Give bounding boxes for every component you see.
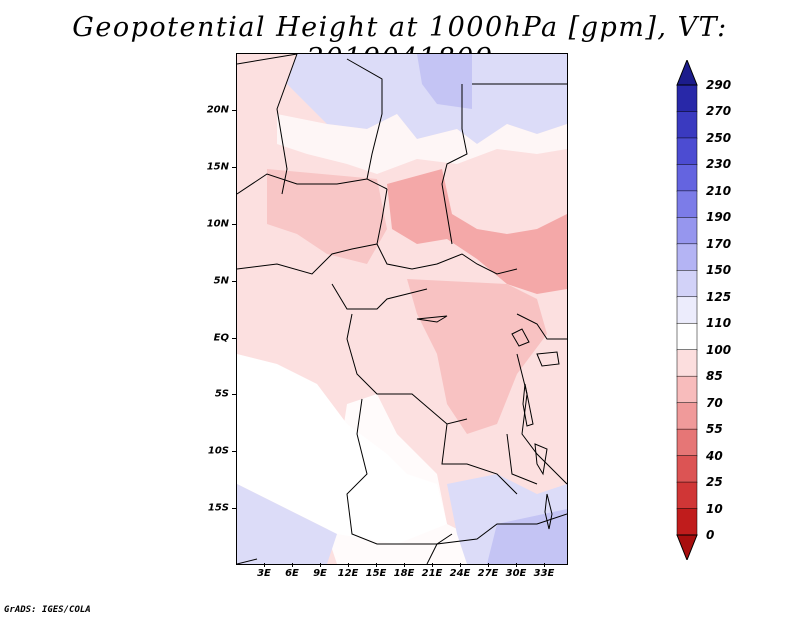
colorbar-bin [676, 137, 698, 166]
y-tick-label: EQ [213, 332, 229, 344]
colorbar-label: 125 [706, 289, 732, 304]
y-tick-mark [232, 508, 236, 509]
colorbar-label: 150 [706, 263, 732, 278]
y-tick-mark [232, 167, 236, 168]
x-tick-mark [516, 563, 517, 567]
x-tick-label: 18E [393, 568, 415, 579]
colorbar-bin [676, 296, 698, 324]
x-tick-mark [488, 563, 489, 567]
colorbar-bin [676, 243, 698, 272]
colorbar-label: 40 [706, 448, 723, 463]
colorbar-bin [676, 270, 698, 298]
y-tick-label: 10N [206, 218, 229, 230]
y-tick-mark [232, 110, 236, 111]
y-tick-mark [232, 451, 236, 452]
colorbar-bin [676, 375, 698, 404]
colorbar-label: 100 [706, 342, 732, 357]
x-tick-mark [376, 563, 377, 567]
colorbar-label: 70 [706, 395, 723, 410]
colorbar-label: 110 [706, 316, 732, 331]
y-tick-label: 15N [206, 161, 229, 173]
y-tick-mark [232, 224, 236, 225]
x-tick-label: 27E [477, 568, 499, 579]
x-tick-label: 9E [313, 568, 327, 579]
colorbar-label: 85 [706, 369, 723, 384]
field-white-north [277, 114, 567, 174]
colorbar-arrow-bottom [677, 535, 697, 560]
colorbar-label: 250 [706, 130, 732, 145]
colorbar-bin [676, 164, 698, 192]
colorbar-label: 210 [706, 183, 732, 198]
map-field [237, 54, 567, 564]
y-tick-label: 15S [207, 502, 229, 514]
y-tick-label: 5N [213, 275, 229, 287]
map-panel[interactable] [236, 53, 568, 565]
colorbar-arrow-top [677, 60, 697, 85]
colorbar-bin [676, 217, 698, 245]
x-tick-label: 12E [337, 568, 359, 579]
x-tick-mark [432, 563, 433, 567]
x-tick-label: 30E [505, 568, 527, 579]
x-tick-mark [404, 563, 405, 567]
field-blue-southwest [237, 484, 337, 564]
colorbar [676, 60, 698, 560]
colorbar-bin [676, 402, 698, 430]
colorbar-bin [676, 349, 698, 377]
colorbar-outline [676, 60, 698, 560]
country-borders [237, 54, 567, 564]
colorbar-label: 270 [706, 104, 732, 119]
colorbar-label: 0 [706, 528, 715, 542]
x-tick-mark [544, 563, 545, 567]
colorbar-label: 10 [706, 501, 723, 516]
colorbar-bin [676, 190, 698, 219]
x-tick-mark [460, 563, 461, 567]
x-tick-label: 3E [257, 568, 271, 579]
x-tick-mark [292, 563, 293, 567]
colorbar-label: 230 [706, 157, 732, 172]
colorbar-segments [676, 60, 698, 560]
colorbar-bin [676, 428, 698, 457]
y-tick-mark [232, 281, 236, 282]
x-tick-label: 6E [285, 568, 299, 579]
y-tick-label: 20N [206, 104, 229, 116]
field-blue-north-dark [417, 54, 472, 109]
colorbar-label: 25 [706, 475, 723, 490]
lakes [416, 315, 560, 530]
field-pink-east [407, 279, 547, 434]
colorbar-bin [676, 84, 698, 113]
x-tick-label: 15E [365, 568, 387, 579]
y-tick-label: 5S [214, 388, 229, 400]
field-blue-north [287, 54, 567, 144]
colorbar-label: 55 [706, 422, 723, 437]
x-tick-label: 21E [421, 568, 443, 579]
field-blue-southeast-dark [487, 509, 567, 564]
y-tick-mark [232, 338, 236, 339]
colorbar-label: 170 [706, 236, 732, 251]
colorbar-bin [676, 111, 698, 139]
y-tick-label: 10S [207, 445, 229, 457]
field-pink-mid [267, 169, 387, 264]
x-tick-mark [264, 563, 265, 567]
colorbar-bin [676, 481, 698, 510]
colorbar-bin [676, 455, 698, 483]
x-tick-label: 33E [533, 568, 555, 579]
colorbar-label: 290 [706, 78, 732, 92]
colorbar-bin [676, 508, 698, 536]
field-pink-core [387, 169, 567, 294]
x-tick-mark [348, 563, 349, 567]
y-tick-mark [232, 394, 236, 395]
credit-text: GrADS: IGES/COLA [4, 605, 91, 615]
x-tick-mark [320, 563, 321, 567]
x-tick-label: 24E [449, 568, 471, 579]
colorbar-label: 190 [706, 210, 732, 225]
colorbar-bin [676, 322, 698, 351]
